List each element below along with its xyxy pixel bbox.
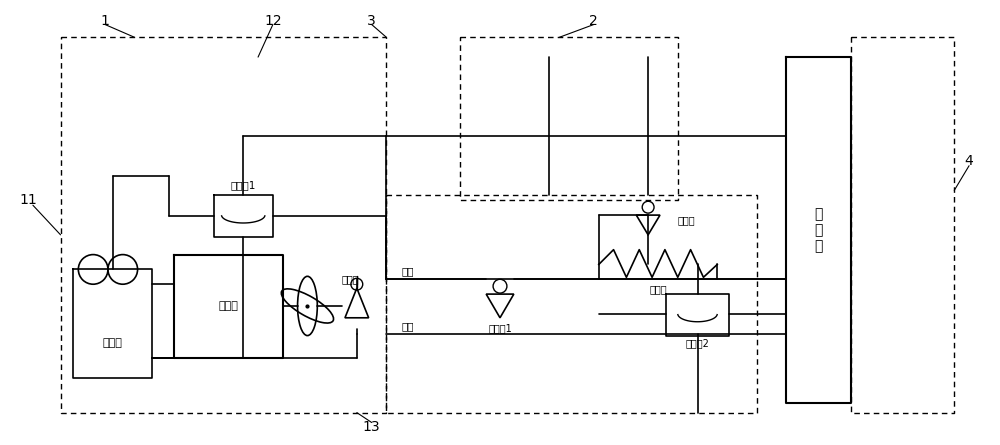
Text: 3: 3 — [367, 13, 376, 28]
Text: 液管: 液管 — [401, 321, 414, 331]
Text: 蒸
发
器: 蒸 发 器 — [814, 207, 822, 253]
Text: 冷凝器: 冷凝器 — [218, 301, 238, 311]
Text: 1: 1 — [101, 13, 109, 28]
Text: 12: 12 — [264, 13, 282, 28]
Text: 四通阀1: 四通阀1 — [231, 181, 256, 190]
Text: 电磁阀: 电磁阀 — [678, 215, 695, 225]
Text: 气管: 气管 — [401, 267, 414, 276]
Text: 4: 4 — [965, 154, 973, 168]
Text: 手细管: 手细管 — [649, 284, 667, 294]
Text: 电磁阀1: 电磁阀1 — [488, 324, 512, 334]
Text: 11: 11 — [19, 193, 37, 207]
Text: 四通阀2: 四通阀2 — [686, 339, 709, 348]
Text: 压缩机: 压缩机 — [103, 339, 123, 348]
Text: 2: 2 — [589, 13, 598, 28]
Text: 13: 13 — [363, 421, 380, 434]
Text: 膨胀阀: 膨胀阀 — [342, 274, 360, 284]
